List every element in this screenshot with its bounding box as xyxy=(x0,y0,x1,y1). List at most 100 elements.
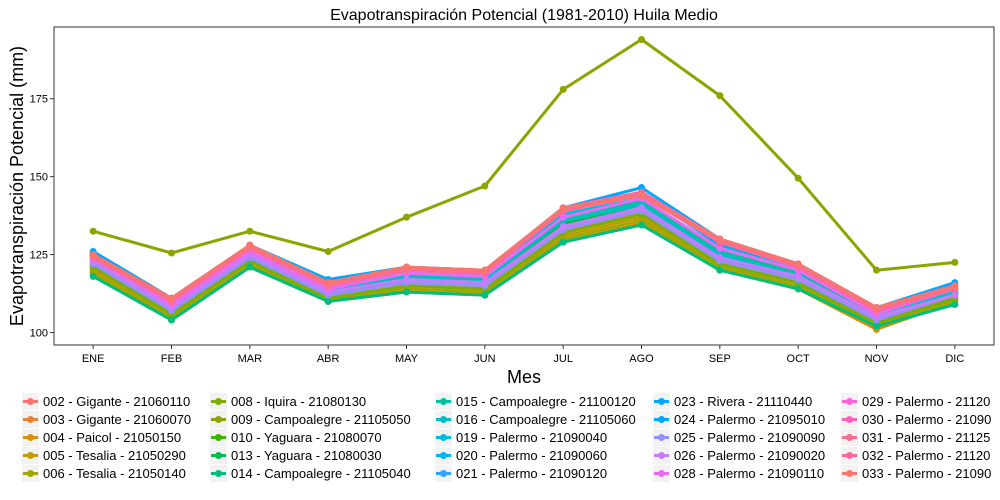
data-point xyxy=(638,221,645,229)
legend-item: 013 - Yaguara - 21080030 xyxy=(210,446,411,464)
data-point xyxy=(951,291,959,299)
data-point xyxy=(716,266,724,274)
legend-column: 015 - Campoalegre - 21100120 016 - Campoa… xyxy=(435,392,636,482)
legend-item: 026 - Palermo - 21090020 xyxy=(653,446,825,464)
data-point xyxy=(324,297,332,305)
x-tick-label: JUN xyxy=(474,353,495,365)
legend-key xyxy=(210,410,227,428)
data-point xyxy=(559,85,567,93)
legend-key xyxy=(653,410,670,428)
legend-key xyxy=(653,446,670,464)
legend-item: 004 - Paicol - 21050150 xyxy=(22,428,191,446)
legend-label: 014 - Campoalegre - 21105040 xyxy=(231,465,411,481)
legend-item: 031 - Palermo - 21125 xyxy=(841,428,991,446)
legend-item: 002 - Gigante - 21060110 xyxy=(22,392,191,410)
legend-key xyxy=(841,428,858,446)
legend-key xyxy=(435,410,452,428)
data-point xyxy=(168,316,175,324)
legend-key xyxy=(435,428,452,446)
x-tick-label: MAR xyxy=(238,353,263,365)
data-point xyxy=(246,227,254,235)
legend-item: 016 - Campoalegre - 21105060 xyxy=(435,410,636,428)
legend-item: 009 - Campoalegre - 21105050 xyxy=(210,410,411,428)
data-point xyxy=(559,213,567,221)
data-point xyxy=(403,213,410,221)
legend-item: 025 - Palermo - 21090090 xyxy=(653,428,825,446)
legend-key xyxy=(653,464,670,482)
data-point xyxy=(324,247,332,255)
legend-label: 024 - Palermo - 21095010 xyxy=(674,411,826,427)
series-line xyxy=(92,209,956,322)
legend-label: 006 - Tesalia - 21050140 xyxy=(43,465,186,481)
legend-item: 024 - Palermo - 21095010 xyxy=(653,410,825,428)
x-axis: ENE FEB MAR ABR MAY JUN JUL AGO SEP OCT NOV DIC xyxy=(82,345,964,365)
data-point xyxy=(794,174,802,182)
x-axis-title: Mes xyxy=(507,367,541,387)
data-point xyxy=(89,272,97,280)
legend-item: 029 - Palermo - 21120 xyxy=(841,392,991,410)
legend-key xyxy=(210,446,227,464)
legend-key xyxy=(22,392,39,410)
legend-label: 015 - Campoalegre - 21100120 xyxy=(456,393,636,409)
legend-key xyxy=(841,410,858,428)
data-point xyxy=(403,276,410,284)
data-point xyxy=(873,266,880,274)
legend-label: 032 - Palermo - 21120 xyxy=(862,447,991,463)
data-point xyxy=(638,204,645,212)
data-point xyxy=(951,282,959,290)
legend-key xyxy=(210,428,227,446)
y-tick-label: 125 xyxy=(30,250,48,262)
legend-item: 005 - Tesalia - 21050290 xyxy=(22,446,191,464)
legend-key xyxy=(210,464,227,482)
x-tick-label: AGO xyxy=(629,353,654,365)
series-line xyxy=(92,218,956,328)
y-tick-label: 150 xyxy=(30,172,48,184)
legend-label: 016 - Campoalegre - 21105060 xyxy=(456,411,636,427)
data-point xyxy=(716,235,724,243)
y-axis-title: Evapotranspiración Potencial (mm) xyxy=(7,46,27,326)
x-tick-label: FEB xyxy=(161,353,182,365)
chart: Evapotranspiración Potencial (1981-2010)… xyxy=(7,7,995,387)
legend-label: 009 - Campoalegre - 21105050 xyxy=(231,411,411,427)
y-axis: 100 125 150 175 xyxy=(30,94,54,340)
legend-item: 003 - Gigante - 21060070 xyxy=(22,410,191,428)
data-point xyxy=(794,272,802,280)
series-line xyxy=(92,38,955,272)
legend-item: 015 - Campoalegre - 21100120 xyxy=(435,392,636,410)
data-point xyxy=(873,322,880,330)
data-point xyxy=(559,223,567,231)
data-point xyxy=(559,204,567,212)
legend-label: 010 - Yaguara - 21080070 xyxy=(231,429,382,445)
legend-label: 008 - Iquira - 21080130 xyxy=(231,393,367,409)
data-point xyxy=(873,304,880,312)
legend-key xyxy=(22,428,39,446)
series-line xyxy=(92,206,956,319)
x-tick-label: MAY xyxy=(395,353,419,365)
legend: 002 - Gigante - 21060110 003 - Gigante - … xyxy=(22,392,1000,500)
data-point xyxy=(794,260,802,268)
x-tick-label: DIC xyxy=(945,353,964,365)
legend-label: 003 - Gigante - 21060070 xyxy=(43,411,192,427)
series-line xyxy=(92,197,956,316)
x-tick-label: NOV xyxy=(865,353,890,365)
legend-label: 033 - Palermo - 21090 xyxy=(862,465,992,481)
legend-key xyxy=(22,410,39,428)
data-point xyxy=(716,92,724,100)
legend-label: 005 - Tesalia - 21050290 xyxy=(43,447,186,463)
series-line xyxy=(92,212,956,325)
data-point xyxy=(89,227,97,235)
legend-label: 026 - Palermo - 21090020 xyxy=(674,447,826,463)
data-point xyxy=(246,263,254,271)
legend-item: 010 - Yaguara - 21080070 xyxy=(210,428,411,446)
data-point xyxy=(481,266,489,274)
series-10 xyxy=(89,221,959,330)
series-line xyxy=(92,223,956,328)
data-point xyxy=(951,300,959,308)
data-point xyxy=(716,244,724,252)
chart-title: Evapotranspiración Potencial (1981-2010)… xyxy=(330,7,718,24)
legend-item: 006 - Tesalia - 21050140 xyxy=(22,464,191,482)
y-tick-label: 175 xyxy=(30,94,48,106)
legend-label: 021 - Palermo - 21090120 xyxy=(456,465,608,481)
series-7 xyxy=(89,35,959,274)
legend-label: 019 - Palermo - 21090040 xyxy=(456,429,608,445)
